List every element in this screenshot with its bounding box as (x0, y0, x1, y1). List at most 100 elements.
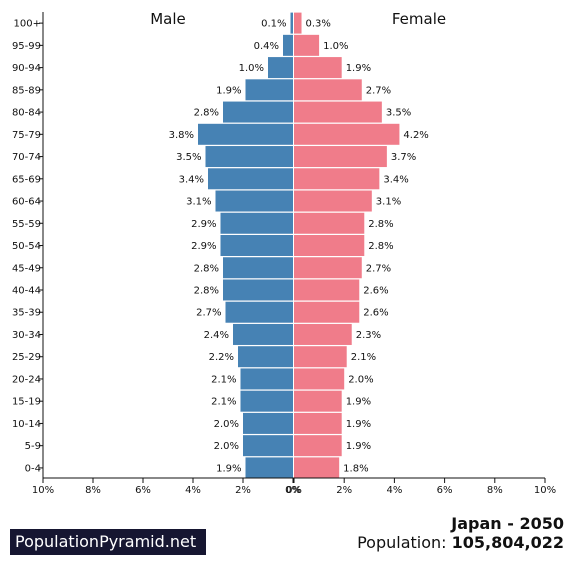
bar-female (294, 79, 362, 101)
bar-male (208, 168, 293, 190)
category-label: 45-49 (12, 263, 41, 274)
data-label-male: 3.4% (179, 174, 204, 185)
category-label: 50-54 (12, 241, 41, 252)
data-label-female: 1.0% (323, 41, 348, 52)
data-label-male: 2.0% (214, 441, 239, 452)
data-label-female: 3.5% (386, 108, 411, 119)
data-label-male: 2.7% (196, 308, 221, 319)
bar-male (225, 301, 293, 323)
bar-female (294, 123, 400, 145)
data-label-male: 2.1% (211, 397, 236, 408)
data-label-female: 2.8% (368, 241, 393, 252)
bar-female (294, 435, 342, 457)
bar-female (294, 212, 365, 234)
data-label-male: 1.0% (239, 63, 264, 74)
bar-male (223, 101, 293, 123)
data-label-female: 2.6% (363, 308, 388, 319)
category-label: 90-94 (12, 63, 41, 74)
data-label-female: 1.8% (343, 463, 368, 474)
bar-male (245, 457, 293, 479)
category-label: 10-14 (12, 419, 41, 430)
data-label-female: 1.9% (346, 397, 371, 408)
x-tick-label: 2% (336, 485, 352, 496)
bar-male (223, 257, 293, 279)
x-tick-label: 6% (135, 485, 151, 496)
bar-female (294, 34, 320, 56)
bar-male (215, 190, 293, 212)
bar-female (294, 346, 347, 368)
data-label-female: 0.3% (306, 19, 331, 30)
category-label: 80-84 (12, 108, 41, 119)
x-tick-label: 10% (534, 485, 556, 496)
data-label-female: 2.7% (366, 263, 391, 274)
bar-female (294, 390, 342, 412)
data-label-male: 2.8% (194, 286, 219, 297)
x-tick-label: 2% (235, 485, 251, 496)
data-label-female: 2.8% (368, 219, 393, 230)
data-label-male: 2.4% (204, 330, 229, 341)
population-text: Population: 105,804,022 (357, 533, 564, 552)
bar-female (294, 257, 362, 279)
population-label: Population: (357, 533, 447, 552)
bar-female (294, 146, 387, 168)
data-label-female: 1.9% (346, 63, 371, 74)
category-label: 20-24 (12, 374, 41, 385)
data-label-male: 2.8% (194, 108, 219, 119)
population-value: 105,804,022 (451, 533, 564, 552)
bar-male (220, 235, 293, 256)
legend-male: Male (150, 10, 186, 28)
bar-male (223, 279, 293, 301)
category-label: 60-64 (12, 197, 41, 208)
data-label-male: 1.9% (216, 85, 241, 96)
bar-female (294, 279, 360, 301)
data-label-male: 3.1% (186, 197, 211, 208)
data-label-male: 2.0% (214, 419, 239, 430)
data-label-female: 2.3% (356, 330, 381, 341)
data-label-male: 2.2% (209, 352, 234, 363)
bar-male (220, 212, 293, 234)
country-year-title: Japan - 2050 (451, 514, 564, 533)
data-label-female: 3.7% (391, 152, 416, 163)
data-label-male: 2.9% (191, 241, 216, 252)
category-label: 0-4 (25, 463, 41, 474)
population-pyramid-chart: Male Female 0.1% 0.3% 100+ 0.4% 1.0% 95-99 1.0% 1… (12, 10, 556, 496)
x-tick-label: 10% (32, 485, 54, 496)
bar-female (294, 12, 302, 34)
data-label-female: 1.9% (346, 441, 371, 452)
bar-female (294, 101, 382, 123)
bar-male (198, 123, 293, 145)
bar-female (294, 301, 360, 323)
category-label: 55-59 (12, 219, 41, 230)
bar-male (240, 368, 293, 390)
category-label: 85-89 (12, 85, 41, 96)
x-tick-label: 8% (487, 485, 503, 496)
bar-female (294, 190, 372, 212)
data-label-male: 2.1% (211, 374, 236, 385)
category-label: 100+ (14, 19, 41, 30)
legend-female: Female (392, 10, 446, 28)
brand-logo[interactable]: PopulationPyramid.net (10, 529, 206, 555)
category-label: 75-79 (12, 130, 41, 141)
data-label-male: 0.4% (254, 41, 279, 52)
category-label: 30-34 (12, 330, 41, 341)
bar-male (268, 57, 293, 79)
category-label: 15-19 (12, 397, 41, 408)
bar-female (294, 457, 340, 479)
bar-male (245, 79, 293, 101)
category-label: 70-74 (12, 152, 41, 163)
bar-male (290, 12, 293, 34)
data-label-female: 2.6% (363, 286, 388, 297)
x-tick-label: 0% (286, 485, 302, 496)
bar-female (294, 368, 345, 390)
x-tick-label: 4% (185, 485, 201, 496)
data-label-male: 2.9% (191, 219, 216, 230)
data-label-male: 3.5% (176, 152, 201, 163)
data-label-female: 3.4% (383, 174, 408, 185)
bar-female (294, 323, 352, 345)
category-label: 65-69 (12, 174, 41, 185)
category-label: 40-44 (12, 286, 41, 297)
category-label: 35-39 (12, 308, 41, 319)
bar-male (240, 390, 293, 412)
bar-female (294, 412, 342, 434)
bar-female (294, 235, 365, 256)
